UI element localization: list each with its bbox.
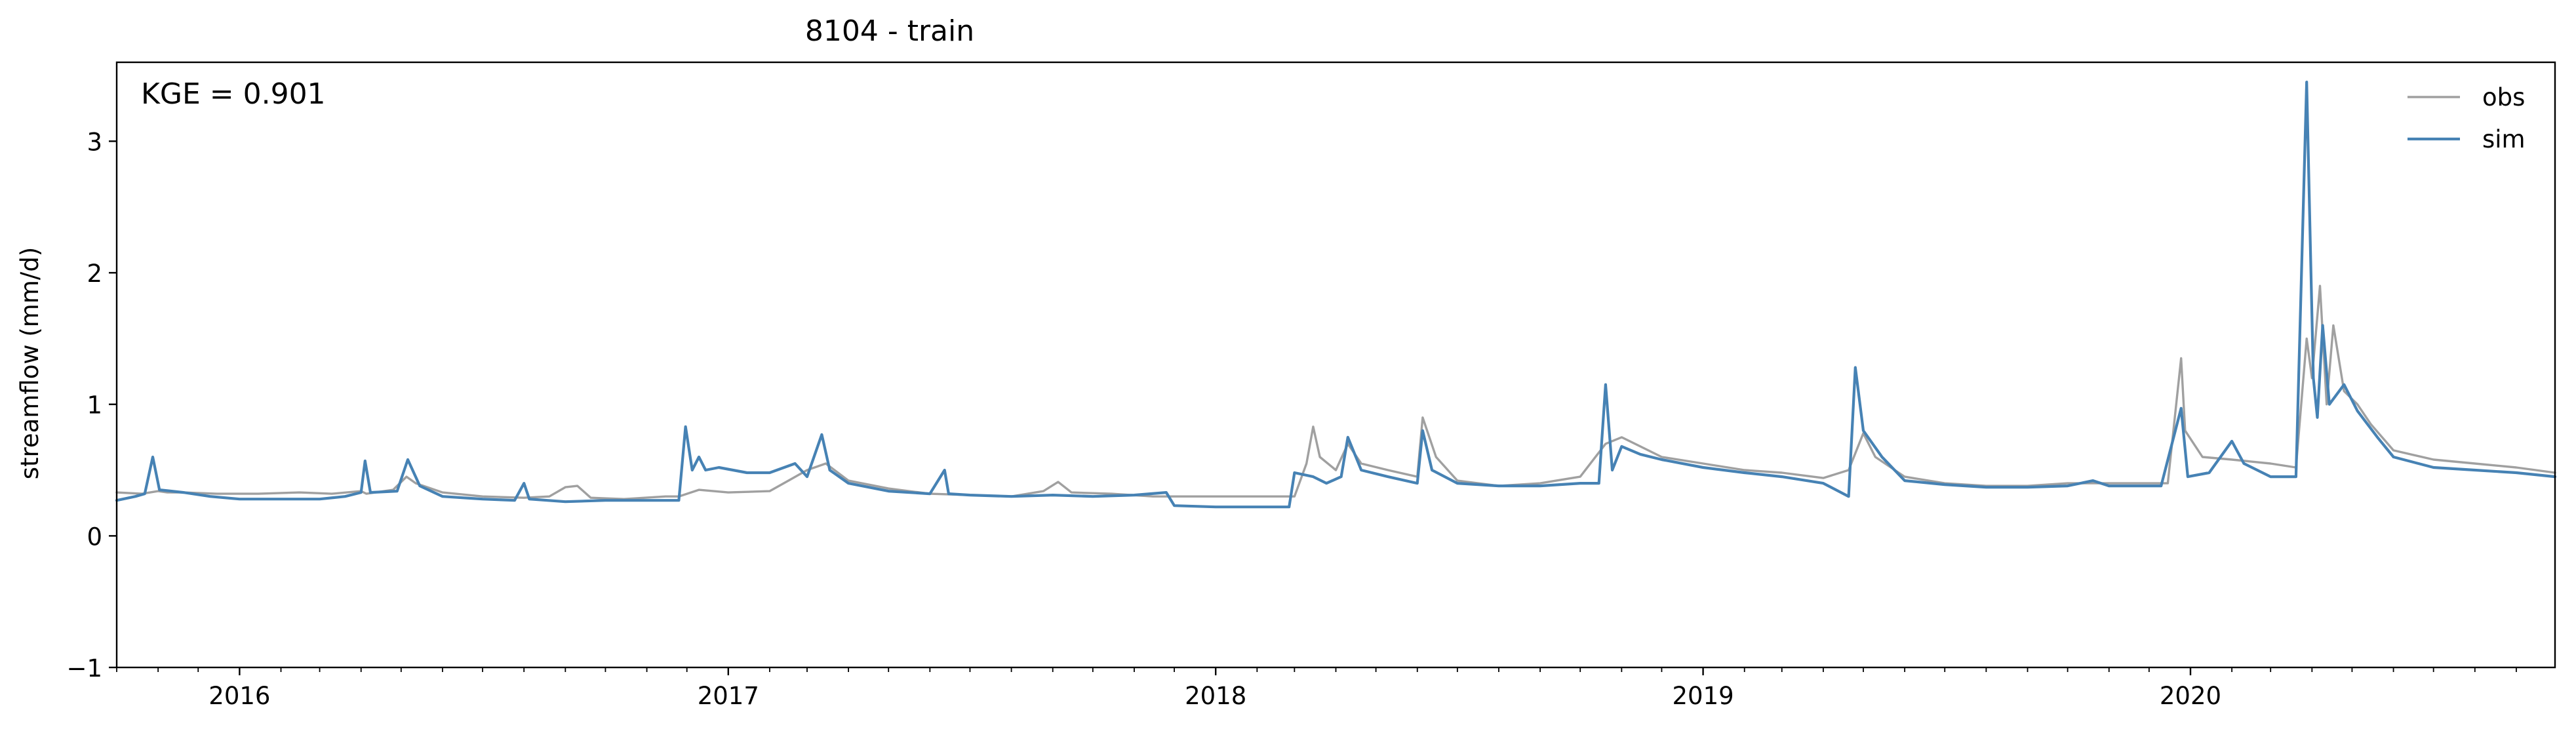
chart-title: 8104 - train: [805, 14, 974, 48]
plot-area: −1 0 1 2 3 2016 2017 2018 2019 2020 obs sim: [66, 61, 2557, 710]
y-axis-label: streamflow (mm/d): [16, 247, 44, 480]
y-tick-label: 1: [87, 391, 102, 420]
y-tick-label: 2: [87, 260, 102, 288]
legend-label-obs: obs: [2482, 83, 2525, 111]
x-tick-label: 2019: [1673, 682, 1734, 710]
y-tick-label: 0: [87, 523, 102, 551]
series-line-obs: [115, 285, 2556, 500]
kge-annotation: KGE = 0.901: [141, 77, 326, 111]
x-tick-label: 2020: [2160, 682, 2221, 710]
x-tick-label: 2016: [208, 682, 270, 710]
y-tick-label: −1: [66, 654, 102, 683]
legend-label-sim: sim: [2482, 125, 2526, 153]
x-tick-label: 2017: [698, 682, 759, 710]
y-tick-label: 3: [87, 128, 102, 156]
series-line-sim: [115, 81, 2557, 509]
x-tick-label: 2018: [1185, 682, 1246, 710]
